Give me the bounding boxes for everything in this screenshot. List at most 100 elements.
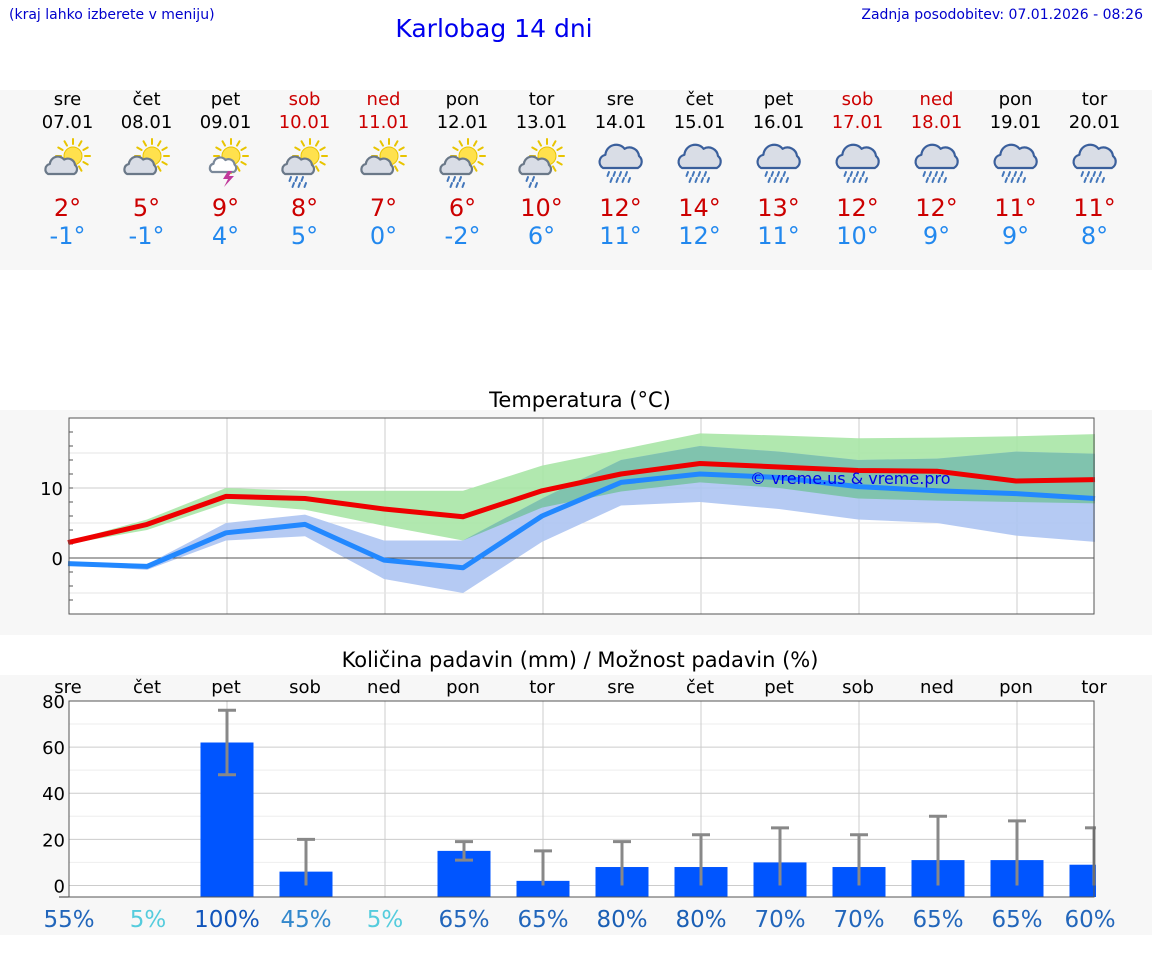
day-forecast: sre 07.01 2° -1°: [28, 88, 107, 250]
x-category-label: pet: [764, 677, 794, 698]
day-name: sre: [53, 89, 82, 110]
min-temperature: -1°: [49, 222, 86, 250]
day-forecast: ned 18.01 12° 9°: [897, 88, 976, 250]
precipitation-probability: 45%: [280, 907, 331, 933]
day-forecast: ned 11.01 7° 0°: [344, 88, 423, 250]
precipitation-probability: 65%: [438, 907, 489, 933]
plot-frame: [68, 417, 1095, 615]
x-category-label: sob: [842, 677, 874, 698]
x-category-label: tor: [1081, 677, 1107, 698]
x-category-label: pon: [446, 677, 480, 698]
temperature-chart-title: Temperatura (°C): [489, 388, 671, 412]
min-temperature: 4°: [211, 222, 240, 250]
min-temperature: 5°: [290, 222, 319, 250]
cloud-rain-icon: [993, 143, 1038, 183]
day-name: sob: [841, 89, 874, 110]
min-temperature: 12°: [678, 222, 721, 250]
min-temperature: 6°: [527, 222, 556, 250]
day-date: 19.01: [989, 112, 1042, 133]
sun-thunder-icon: [208, 138, 249, 187]
precipitation-probability: 80%: [675, 907, 726, 933]
x-category-label: čet: [133, 677, 161, 698]
precipitation-probability: 5%: [367, 907, 404, 933]
max-temperature: 12°: [915, 194, 958, 222]
precipitation-probability: 5%: [130, 907, 167, 933]
day-name: pon: [998, 89, 1033, 110]
min-temperature: 10°: [836, 222, 879, 250]
day-forecast: pet 16.01 13° 11°: [739, 88, 818, 250]
location-hint: (kraj lahko izberete v meniju): [9, 7, 215, 23]
y-tick-label: 40: [42, 784, 65, 805]
day-date: 13.01: [515, 112, 568, 133]
x-category-label: sre: [607, 677, 634, 698]
x-category-label: čet: [686, 677, 714, 698]
x-category-label: ned: [920, 677, 954, 698]
sun-cloud-light-rain-icon: [517, 138, 565, 188]
cloud-rain-icon: [756, 143, 801, 183]
sun-cloud-icon: [122, 138, 170, 176]
precipitation-probability: 80%: [596, 907, 647, 933]
day-date: 09.01: [199, 112, 252, 133]
day-date: 11.01: [357, 112, 410, 133]
day-date: 20.01: [1068, 112, 1121, 133]
day-forecast: tor 13.01 10° 6°: [502, 88, 581, 250]
precipitation-probability: 55%: [43, 907, 94, 933]
y-tick-label: 60: [42, 738, 65, 759]
y-tick-label: 10: [40, 479, 63, 500]
cloud-rain-icon: [914, 143, 959, 183]
sun-cloud-icon: [43, 138, 91, 176]
max-temperature: 2°: [53, 194, 82, 222]
day-date: 18.01: [910, 112, 963, 133]
precipitation-probability: 70%: [754, 907, 805, 933]
day-date: 08.01: [120, 112, 173, 133]
last-updated: Zadnja posodobitev: 07.01.2026 - 08:26: [861, 7, 1143, 23]
min-temperature: 8°: [1080, 222, 1109, 250]
sun-cloud-rain-icon: [280, 138, 328, 188]
max-temperature: 6°: [448, 194, 477, 222]
min-temperature: -2°: [444, 222, 481, 250]
cloud-rain-icon: [835, 143, 880, 183]
day-forecast: sob 10.01 8° 5°: [265, 88, 344, 250]
max-temperature-line: [67, 461, 1096, 546]
day-name: tor: [1081, 89, 1108, 110]
y-tick-label: 0: [52, 549, 63, 570]
precipitation-bar: [516, 880, 570, 897]
day-date: 15.01: [673, 112, 726, 133]
day-date: 10.01: [278, 112, 331, 133]
x-category-label: sre: [54, 677, 81, 698]
max-temperature: 10°: [520, 194, 563, 222]
y-tick-label: 20: [42, 830, 65, 851]
day-name: čet: [132, 89, 161, 110]
precipitation-probability: 60%: [1064, 907, 1115, 933]
min-temperature: 9°: [922, 222, 951, 250]
page-title: Karlobag 14 dni: [395, 14, 593, 43]
max-temperature: 12°: [836, 194, 879, 222]
day-forecast: pet 09.01 9° 4°: [186, 88, 265, 250]
precipitation-probability: 65%: [912, 907, 963, 933]
max-temperature: 5°: [132, 194, 161, 222]
day-name: pet: [210, 89, 241, 110]
sun-cloud-icon: [359, 138, 407, 176]
x-category-label: pet: [211, 677, 241, 698]
y-tick-label: 80: [42, 692, 65, 713]
min-temperature: -1°: [128, 222, 165, 250]
max-temperature: 14°: [678, 194, 721, 222]
precipitation-probability: 100%: [194, 907, 260, 933]
day-name: tor: [528, 89, 555, 110]
x-category-label: sob: [289, 677, 321, 698]
precipitation-probability: 65%: [517, 907, 568, 933]
max-temperature: 8°: [290, 194, 319, 222]
precipitation-probability: 65%: [991, 907, 1042, 933]
precipitation-probability: 70%: [833, 907, 884, 933]
max-temperature: 9°: [211, 194, 240, 222]
x-category-label: tor: [529, 677, 555, 698]
max-temperature: 12°: [599, 194, 642, 222]
min-temperature: 0°: [369, 222, 398, 250]
day-forecast: čet 08.01 5° -1°: [107, 88, 186, 250]
day-forecast: pon 12.01 6° -2°: [423, 88, 502, 250]
min-temperature: 11°: [599, 222, 642, 250]
day-date: 14.01: [594, 112, 647, 133]
cloud-rain-icon: [598, 143, 643, 183]
day-date: 07.01: [41, 112, 94, 133]
